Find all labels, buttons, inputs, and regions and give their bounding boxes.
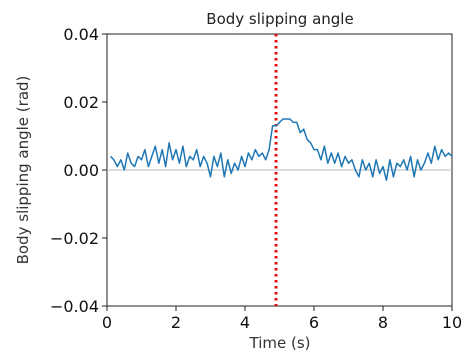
y-axis: −0.04 −0.02 0.00 0.02 0.04 [50,25,107,316]
plot-area [106,33,453,307]
x-tick-label: 2 [171,313,181,332]
y-tick-label: 0.04 [63,25,99,44]
x-tick-label: 10 [442,313,462,332]
x-tick-label: 8 [378,313,388,332]
y-tick-label: −0.02 [50,229,99,248]
x-tick-label: 6 [309,313,319,332]
x-axis: 0 2 4 6 8 10 [102,306,462,332]
y-axis-label: Body slipping angle (rad) [14,76,32,265]
series-line [109,118,453,181]
y-tick-label: −0.04 [50,297,99,316]
x-tick-label: 4 [240,313,250,332]
x-axis-label: Time (s) [249,334,311,352]
chart-title: Body slipping angle [206,10,353,28]
reference-lines [107,34,452,306]
series-layer [109,118,453,181]
x-tick-label: 0 [102,313,112,332]
y-tick-label: 0.00 [63,161,99,180]
y-tick-label: 0.02 [63,93,99,112]
